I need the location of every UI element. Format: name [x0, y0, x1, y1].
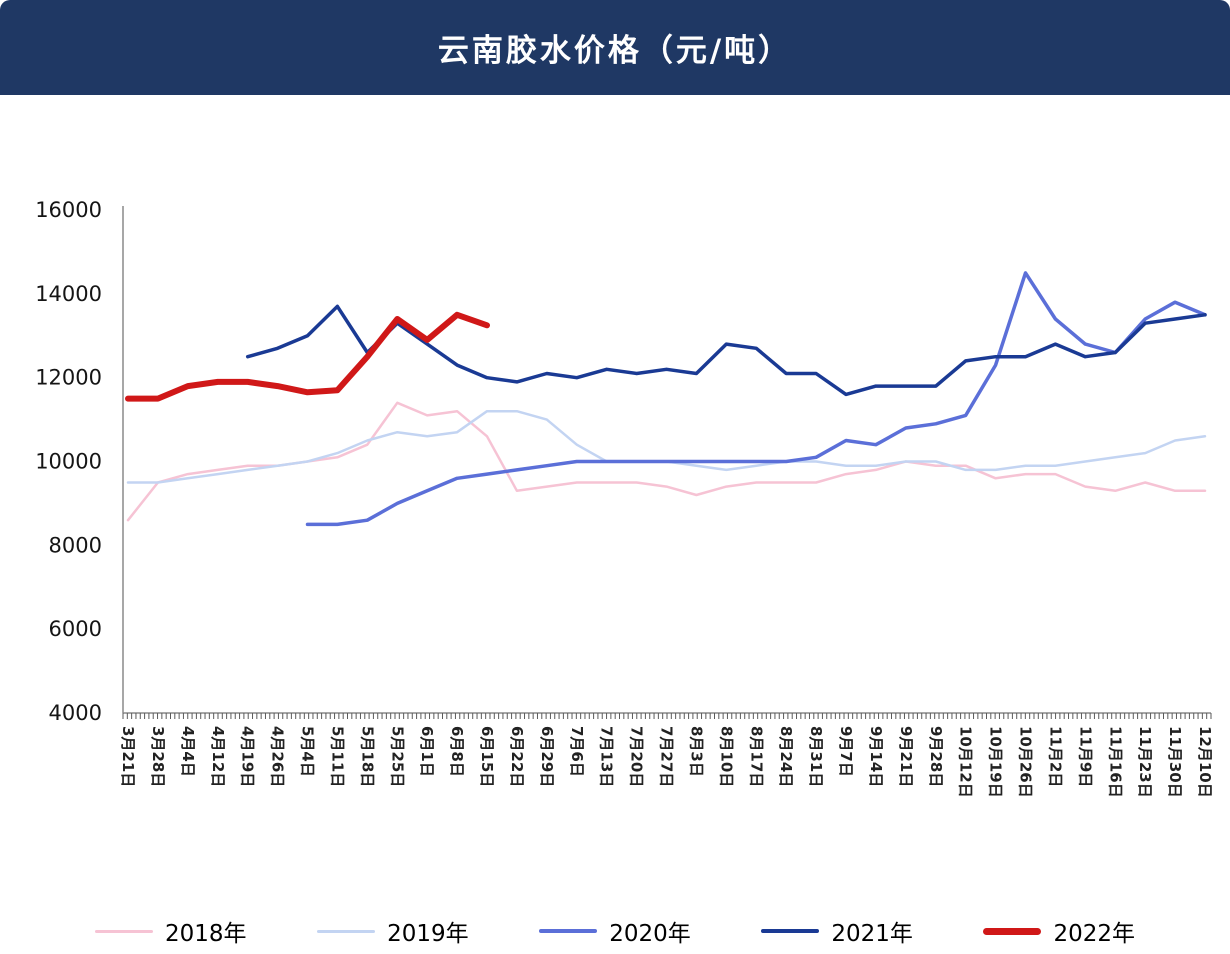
- legend-item-2021: 2021年: [761, 914, 913, 948]
- legend-label-2020: 2020年: [609, 921, 691, 947]
- x-axis-tick-label: 9月28日: [927, 726, 945, 787]
- x-axis-tick-label: 5月11日: [328, 726, 346, 787]
- x-axis-tick-label: 12月10日: [1196, 726, 1214, 798]
- page-title: 云南胶水价格（元/吨）: [437, 33, 793, 69]
- x-axis-tick-label: 11月23日: [1136, 726, 1154, 798]
- x-axis-tick-label: 5月25日: [388, 726, 406, 787]
- x-axis-tick-label: 7月13日: [598, 726, 616, 787]
- y-axis-tick-label: 10000: [35, 450, 102, 474]
- x-axis-tick-label: 7月6日: [568, 726, 586, 777]
- x-axis-tick-label: 7月20日: [628, 726, 646, 787]
- legend-swatch-2020: [539, 929, 598, 933]
- legend-label-2021: 2021年: [831, 921, 913, 947]
- x-axis-tick-label: 4月12日: [209, 726, 227, 787]
- x-axis-tick-label: 11月9日: [1076, 726, 1094, 787]
- x-axis-tick-label: 10月12日: [957, 726, 975, 798]
- y-axis-tick-label: 4000: [49, 701, 102, 725]
- legend-label-2022: 2022年: [1053, 921, 1135, 947]
- x-axis-tick-label: 6月1日: [418, 726, 436, 777]
- x-axis-tick-label: 8月31日: [807, 726, 825, 787]
- x-axis-tick-label: 7月27日: [658, 726, 676, 787]
- series-line-2021年: [245, 304, 1207, 397]
- x-axis-tick-label: 6月8日: [448, 726, 466, 777]
- y-axis-tick-label: 6000: [49, 617, 102, 641]
- legend-swatch-2022: [983, 927, 1042, 935]
- x-axis-tick-label: 8月17日: [747, 726, 765, 787]
- legend-item-2022: 2022年: [983, 914, 1135, 948]
- series-line-2019年: [126, 409, 1207, 484]
- x-axis-tick-label: 9月14日: [867, 726, 885, 787]
- y-axis-tick-label: 12000: [35, 366, 102, 390]
- x-axis-tick-label: 8月24日: [777, 726, 795, 787]
- x-axis-tick-label: 3月28日: [149, 726, 167, 787]
- legend-label-2018: 2018年: [165, 921, 247, 947]
- x-axis-tick-label: 4月4日: [179, 726, 197, 777]
- chart-title-banner: 云南胶水价格（元/吨）: [0, 0, 1230, 95]
- x-axis-tick-label: 9月21日: [897, 726, 915, 787]
- x-axis-tick-label: 3月21日: [119, 726, 137, 787]
- x-axis-tick-label: 4月19日: [239, 726, 257, 787]
- y-axis-tick-label: 16000: [35, 198, 102, 222]
- y-axis-tick-label: 8000: [49, 533, 102, 557]
- x-axis-tick-label: 5月4日: [299, 726, 317, 777]
- x-axis-tick-label: 9月7日: [837, 726, 855, 777]
- legend-label-2019: 2019年: [387, 921, 469, 947]
- legend-item-2020: 2020年: [539, 914, 691, 948]
- x-axis-tick-label: 8月3日: [687, 726, 705, 777]
- x-axis-tick-label: 11月2日: [1046, 726, 1064, 787]
- x-axis-tick-label: 10月19日: [987, 726, 1005, 798]
- legend-item-2018: 2018年: [95, 914, 247, 948]
- x-axis-tick-label: 6月22日: [508, 726, 526, 787]
- y-axis-tick-label: 14000: [35, 282, 102, 306]
- x-axis-tick-label: 10月26日: [1017, 726, 1035, 798]
- x-axis-tick-label: 11月16日: [1106, 726, 1124, 798]
- x-axis-tick-label: 6月29日: [538, 726, 556, 787]
- chart-legend: 2018年 2019年 2020年 2021年 2022年: [0, 908, 1230, 954]
- series-line-2022年: [125, 311, 490, 402]
- x-axis-tick-label: 4月26日: [269, 726, 287, 787]
- series-line-2020年: [305, 271, 1207, 527]
- x-axis-tick-label: 11月30日: [1166, 726, 1184, 798]
- legend-swatch-2021: [761, 929, 820, 933]
- legend-item-2019: 2019年: [317, 914, 469, 948]
- x-axis-tick-label: 5月18日: [358, 726, 376, 787]
- legend-swatch-2019: [317, 929, 376, 933]
- x-axis-tick-label: 6月15日: [478, 726, 496, 787]
- legend-swatch-2018: [95, 929, 153, 933]
- x-axis-tick-label: 8月10日: [717, 726, 735, 787]
